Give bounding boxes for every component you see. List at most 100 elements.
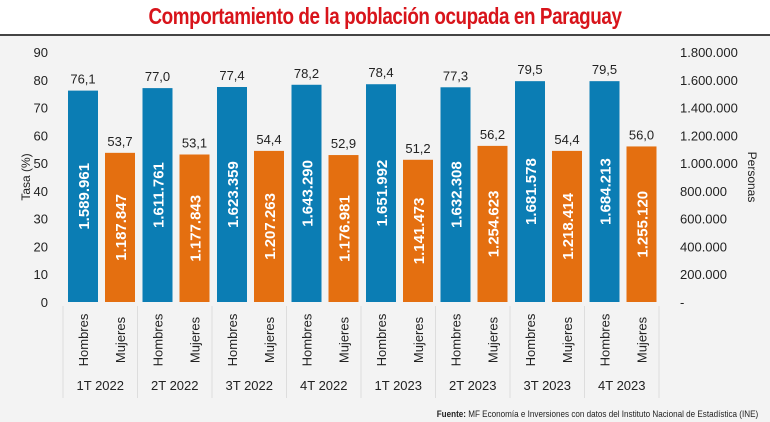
subcategory-label: Mujeres bbox=[486, 316, 501, 363]
rate-label: 56,0 bbox=[629, 127, 654, 142]
persons-label: 1.611.761 bbox=[151, 162, 168, 228]
persons-label: 1.254.623 bbox=[486, 191, 503, 258]
bar-hombres bbox=[217, 87, 247, 302]
rate-label: 51,2 bbox=[405, 141, 430, 156]
y2-tick-label: 1.800.000 bbox=[680, 45, 738, 60]
subcategory-label: Mujeres bbox=[411, 316, 426, 363]
source-label: Fuente: bbox=[436, 409, 466, 419]
persons-label: 1.176.981 bbox=[337, 195, 354, 262]
subcategory-label: Mujeres bbox=[262, 316, 277, 363]
bar-mujeres bbox=[403, 159, 433, 302]
rate-label: 56,2 bbox=[480, 127, 505, 142]
rate-label: 54,4 bbox=[554, 132, 579, 147]
subcategory-label: Hombres bbox=[151, 313, 166, 366]
bar-hombres bbox=[440, 87, 471, 303]
y2-tick-label: 1.600.000 bbox=[680, 73, 738, 88]
category-label: 3T 2023 bbox=[524, 378, 571, 393]
y-tick-label: 40 bbox=[34, 184, 48, 199]
bar-mujeres bbox=[626, 146, 657, 302]
subcategory-label: Hombres bbox=[300, 313, 315, 366]
rate-label: 54,4 bbox=[256, 132, 281, 147]
category-label: 4T 2022 bbox=[300, 378, 347, 393]
persons-label: 1.632.308 bbox=[449, 161, 466, 228]
category-label: 2T 2022 bbox=[151, 378, 198, 393]
bar-mujeres bbox=[477, 145, 508, 302]
rate-label: 76,1 bbox=[70, 72, 95, 87]
y-tick-label: 90 bbox=[34, 45, 48, 60]
bar-mujeres bbox=[254, 150, 284, 302]
persons-label: 1.623.359 bbox=[225, 161, 242, 228]
y-tick-label: 70 bbox=[34, 101, 48, 116]
category-label: 2T 2023 bbox=[449, 378, 496, 393]
rate-label: 53,7 bbox=[107, 134, 132, 149]
bar-hombres bbox=[68, 90, 98, 302]
y-tick-label: 20 bbox=[34, 239, 48, 254]
y2-tick-label: 800.000 bbox=[680, 184, 727, 199]
y-tick-label: 0 bbox=[41, 295, 48, 310]
persons-label: 1.589.961 bbox=[76, 163, 93, 230]
rate-label: 79,5 bbox=[592, 62, 617, 77]
rate-label: 77,3 bbox=[443, 68, 468, 83]
y2-axis-label: Personas bbox=[745, 152, 759, 203]
rate-label: 52,9 bbox=[331, 136, 356, 151]
subcategory-label: Hombres bbox=[374, 313, 389, 366]
chart-title: Comportamiento de la población ocupada e… bbox=[148, 3, 622, 29]
bar-hombres bbox=[589, 81, 620, 303]
persons-label: 1.141.473 bbox=[411, 198, 428, 265]
source-note: Fuente: MF Economía e Inversiones con da… bbox=[437, 409, 758, 419]
subcategory-label: Mujeres bbox=[188, 316, 203, 363]
y2-tick-label: 200.000 bbox=[680, 267, 727, 282]
persons-label: 1.207.263 bbox=[262, 193, 279, 260]
title-bar: Comportamiento de la población ocupada e… bbox=[0, 0, 770, 36]
y-tick-label: 80 bbox=[34, 73, 48, 88]
subcategory-label: Hombres bbox=[523, 313, 538, 366]
persons-label: 1.255.120 bbox=[635, 191, 652, 258]
y2-tick-label: 1.200.000 bbox=[680, 128, 738, 143]
subcategory-label: Hombres bbox=[225, 313, 240, 366]
y2-tick-label: 1.400.000 bbox=[680, 101, 738, 116]
rate-label: 77,0 bbox=[145, 69, 170, 84]
subcategory-label: Hombres bbox=[598, 313, 613, 366]
persons-label: 1.177.843 bbox=[188, 195, 205, 262]
y-axis-label: Tasa (%) bbox=[19, 153, 33, 200]
y-tick-label: 60 bbox=[34, 128, 48, 143]
category-label: 1T 2023 bbox=[375, 378, 422, 393]
y-tick-label: 10 bbox=[34, 267, 48, 282]
y2-tick-label: - bbox=[680, 295, 684, 310]
subcategory-label: Mujeres bbox=[337, 316, 352, 363]
y2-tick-label: 600.000 bbox=[680, 212, 727, 227]
rate-label: 78,2 bbox=[294, 66, 319, 81]
rate-label: 77,4 bbox=[219, 68, 244, 83]
rate-label: 79,5 bbox=[517, 62, 542, 77]
y-tick-label: 30 bbox=[34, 212, 48, 227]
persons-label: 1.684.213 bbox=[598, 158, 615, 225]
source-text: MF Economía e Inversiones con datos del … bbox=[468, 409, 758, 419]
persons-label: 1.651.992 bbox=[374, 160, 391, 227]
y2-tick-label: 400.000 bbox=[680, 239, 727, 254]
persons-label: 1.187.847 bbox=[113, 194, 130, 261]
persons-label: 1.643.290 bbox=[300, 160, 317, 227]
category-label: 4T 2023 bbox=[598, 378, 645, 393]
category-label: 3T 2022 bbox=[226, 378, 273, 393]
bar-mujeres bbox=[105, 152, 135, 302]
bar-hombres bbox=[291, 84, 322, 303]
bar-mujeres bbox=[552, 150, 582, 302]
subcategory-label: Mujeres bbox=[635, 316, 650, 363]
subcategory-label: Mujeres bbox=[113, 316, 128, 363]
persons-label: 1.218.414 bbox=[560, 192, 577, 259]
bar-mujeres bbox=[179, 154, 210, 302]
bar-hombres bbox=[142, 88, 173, 302]
subcategory-label: Hombres bbox=[76, 313, 91, 366]
subcategory-label: Mujeres bbox=[560, 316, 575, 363]
y2-tick-label: 1.000.000 bbox=[680, 156, 738, 171]
bar-hombres bbox=[366, 84, 396, 302]
bar-mujeres bbox=[328, 155, 359, 302]
rate-label: 78,4 bbox=[368, 65, 393, 80]
subcategory-label: Hombres bbox=[449, 313, 464, 366]
bar-hombres bbox=[515, 81, 545, 303]
category-label: 1T 2022 bbox=[77, 378, 124, 393]
rate-label: 53,1 bbox=[182, 136, 207, 151]
persons-label: 1.681.578 bbox=[523, 158, 540, 225]
y-tick-label: 50 bbox=[34, 156, 48, 171]
